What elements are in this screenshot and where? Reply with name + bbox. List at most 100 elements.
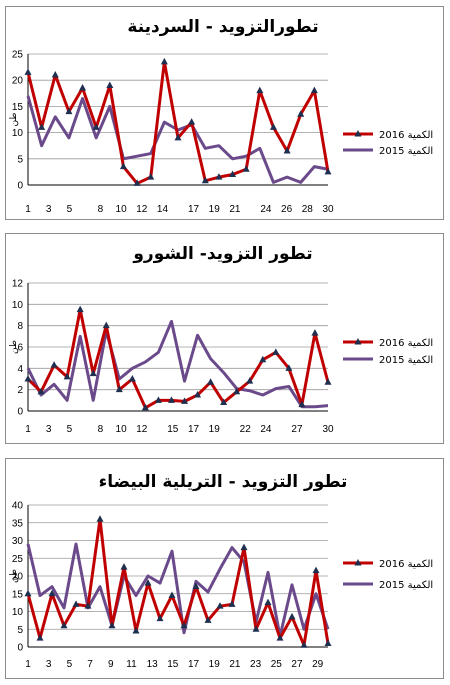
- data-point-2016: [108, 621, 116, 629]
- data-point-2016: [160, 57, 168, 65]
- data-point-2016: [167, 396, 175, 403]
- data-point-2016: [300, 641, 308, 648]
- data-point-2016: [48, 589, 56, 597]
- data-point-2016: [79, 84, 87, 91]
- legend-label-2015: 2015 الكمية: [379, 146, 433, 157]
- data-point-2016: [156, 614, 164, 622]
- data-point-2016: [181, 397, 189, 404]
- x-tick-label: 28: [302, 204, 314, 215]
- data-point-2016: [272, 348, 280, 355]
- data-point-2016: [194, 391, 202, 398]
- chart-panel-sardine: تطورالتزويد - السردينة 0 5 10 15 20 25 طن 1 3 5 8 10…: [5, 6, 444, 220]
- y-tick-label: 25: [12, 554, 24, 565]
- data-point-2016: [204, 616, 212, 623]
- data-point-2016: [24, 589, 32, 597]
- data-point-2016: [180, 621, 188, 629]
- data-point-2016: [207, 378, 215, 385]
- x-tick-label: 19: [209, 659, 221, 670]
- data-point-2016: [252, 625, 260, 632]
- chart-title: تطور التزويد- الشورو: [132, 244, 312, 264]
- legend-marker-2016: [354, 559, 362, 566]
- chart-sardine: تطورالتزويد - السردينة 0 5 10 15 20 25 طن 1 3 5 8 10…: [9, 17, 433, 215]
- data-point-2016: [324, 378, 332, 385]
- data-point-2016: [84, 602, 92, 609]
- data-point-2016: [324, 639, 332, 646]
- data-point-2016: [36, 634, 44, 641]
- y-tick-label: 20: [12, 76, 24, 87]
- data-point-2016: [311, 329, 319, 336]
- y-tick-label: 20: [12, 572, 24, 583]
- chart-white-trilia: تطور التزويد - التريلية البيضاء051015202…: [9, 472, 433, 670]
- x-tick-label: 17: [188, 424, 200, 435]
- y-tick-label: 8: [17, 321, 23, 332]
- x-tick-label: 21: [229, 659, 241, 670]
- chart-panel-shoro: تطور التزويد- الشورو 0 2 4 6 8 10 12 طن 1 3 5 8 10 12 1…: [5, 233, 444, 444]
- x-tick-label: 27: [291, 424, 303, 435]
- x-tick-label: 17: [188, 204, 200, 215]
- data-point-2016: [233, 387, 241, 395]
- legend-marker-2016: [354, 130, 362, 137]
- data-point-2016: [168, 591, 176, 599]
- x-tick-label: 15: [167, 424, 179, 435]
- data-point-2016: [120, 563, 128, 570]
- data-point-2016: [242, 165, 250, 172]
- x-tick-label: 5: [67, 424, 73, 435]
- data-point-2016: [50, 361, 58, 368]
- x-tick-label: 10: [116, 204, 128, 215]
- x-tick-label: 14: [157, 204, 169, 215]
- data-point-2016: [283, 146, 291, 154]
- x-tick-label: 10: [116, 424, 128, 435]
- x-tick-label: 9: [108, 659, 114, 670]
- x-tick-label: 19: [209, 204, 221, 215]
- data-point-2016: [174, 133, 182, 141]
- data-point-2016: [201, 176, 209, 184]
- data-point-2016: [240, 543, 248, 551]
- x-tick-label: 1: [25, 659, 31, 670]
- data-point-2016: [115, 385, 123, 393]
- data-point-2016: [89, 369, 97, 377]
- x-tick-label: 22: [240, 424, 252, 435]
- data-point-2016: [259, 355, 267, 363]
- data-point-2016: [154, 396, 162, 403]
- data-point-2016: [269, 123, 277, 130]
- data-point-2016: [128, 375, 136, 382]
- data-point-2016: [264, 598, 272, 606]
- series-line-2016: [26, 308, 330, 410]
- x-tick-label: 12: [136, 424, 148, 435]
- data-point-2016: [24, 375, 32, 382]
- legend-marker-2016: [354, 338, 362, 345]
- data-point-2016: [65, 107, 73, 115]
- y-tick-label: 12: [12, 279, 24, 290]
- data-point-2016: [119, 162, 127, 170]
- x-tick-label: 30: [322, 204, 334, 215]
- x-tick-label: 12: [136, 204, 148, 215]
- y-tick-label: 10: [12, 128, 24, 139]
- data-point-2016: [96, 515, 104, 522]
- y-tick-label: 40: [12, 501, 24, 512]
- legend-label-2015: 2015 الكمية: [379, 355, 433, 366]
- data-point-2016: [220, 398, 228, 405]
- x-tick-label: 8: [98, 204, 104, 215]
- data-point-2016: [24, 68, 32, 75]
- x-tick-label: 25: [271, 659, 283, 670]
- x-tick-label: 1: [25, 204, 31, 215]
- data-point-2016: [216, 602, 224, 609]
- data-point-2016: [51, 70, 59, 78]
- data-point-2016: [288, 612, 296, 620]
- y-axis-label: طن: [9, 340, 19, 354]
- data-point-2016: [297, 110, 305, 117]
- y-tick-label: 10: [12, 300, 24, 311]
- chart-title: تطورالتزويد - السردينة: [127, 17, 318, 37]
- y-tick-label: 15: [12, 102, 24, 113]
- data-point-2016: [215, 173, 223, 180]
- legend-label-2016: 2016 الكمية: [379, 338, 433, 349]
- x-tick-label: 5: [67, 659, 73, 670]
- x-tick-label: 19: [209, 424, 221, 435]
- y-tick-label: 4: [17, 364, 23, 375]
- data-point-2016: [188, 118, 196, 125]
- x-tick-label: 30: [322, 424, 334, 435]
- data-point-2016: [312, 566, 320, 574]
- data-point-2016: [310, 86, 318, 94]
- series-line-2015: [26, 319, 329, 409]
- x-tick-label: 13: [147, 659, 159, 670]
